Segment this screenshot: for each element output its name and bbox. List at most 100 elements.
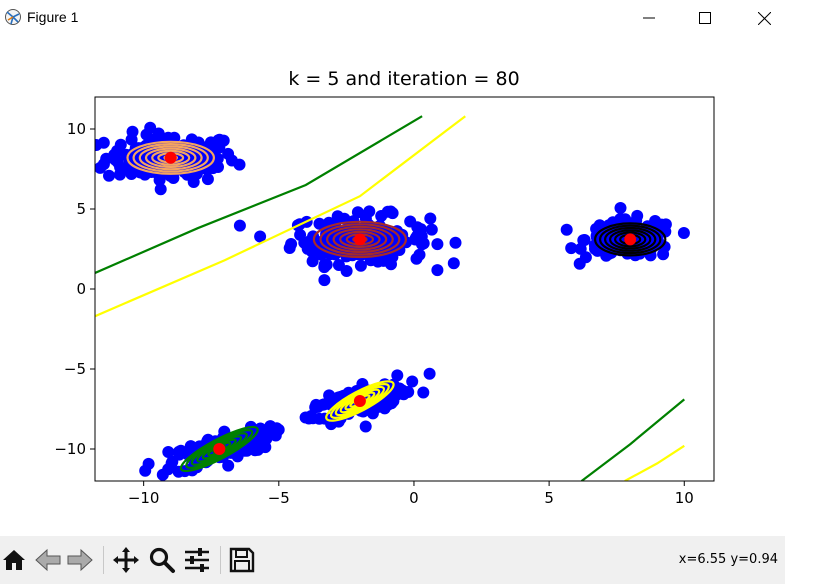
contour-line xyxy=(594,222,667,257)
data-point xyxy=(393,382,406,395)
data-point xyxy=(95,139,103,151)
data-point xyxy=(285,238,298,250)
data-point xyxy=(318,274,331,287)
cluster-contours xyxy=(126,140,216,175)
data-point xyxy=(320,258,333,271)
home-icon xyxy=(3,550,25,570)
data-point xyxy=(307,412,319,425)
data-point xyxy=(264,420,277,433)
data-point xyxy=(614,202,627,214)
contour-line xyxy=(312,220,407,259)
y-tick-label: 5 xyxy=(76,200,86,218)
pan-button[interactable] xyxy=(110,544,142,576)
zoom-button[interactable] xyxy=(146,544,178,576)
matplotlib-icon xyxy=(5,9,21,25)
boundary-line xyxy=(580,398,686,481)
contour-line xyxy=(334,385,386,417)
data-point xyxy=(354,259,367,272)
data-point xyxy=(222,459,235,472)
contour-line xyxy=(151,149,191,166)
forward-button[interactable] xyxy=(64,544,96,576)
data-point xyxy=(306,255,319,268)
x-tick-label: −5 xyxy=(268,489,290,507)
contour-line xyxy=(329,383,390,419)
toolbar-separator xyxy=(103,546,104,574)
minimize-icon xyxy=(643,17,655,19)
cluster-center xyxy=(213,443,226,455)
boundary-line xyxy=(624,444,685,481)
contour-line xyxy=(138,145,203,171)
minimize-button[interactable] xyxy=(620,0,678,36)
data-point xyxy=(573,257,586,270)
contour-line xyxy=(126,140,216,175)
data-point xyxy=(406,375,419,388)
data-point xyxy=(174,444,187,457)
window-title: Figure 1 xyxy=(27,9,79,25)
navigation-toolbar xyxy=(0,536,785,584)
save-icon xyxy=(229,547,255,573)
close-icon xyxy=(757,11,771,25)
back-icon xyxy=(35,548,61,572)
data-point xyxy=(225,154,238,167)
data-point xyxy=(340,265,353,277)
data-point xyxy=(410,252,423,265)
pan-icon xyxy=(113,547,139,573)
x-tick-label: −10 xyxy=(128,489,160,507)
data-point xyxy=(201,173,214,186)
contour-line xyxy=(604,226,657,252)
data-point xyxy=(425,223,438,236)
data-point xyxy=(449,236,462,249)
data-point xyxy=(363,205,376,218)
data-point xyxy=(677,227,690,239)
data-point xyxy=(142,457,155,470)
data-point xyxy=(431,264,444,277)
data-point xyxy=(417,386,430,399)
zoom-icon xyxy=(149,547,175,573)
forward-icon xyxy=(67,548,93,572)
contour-line xyxy=(326,225,394,254)
data-point xyxy=(126,125,139,138)
data-point xyxy=(313,217,326,230)
data-point xyxy=(118,162,131,175)
y-tick-label: 10 xyxy=(67,120,86,138)
y-tick-label: −5 xyxy=(64,360,86,378)
contour-line xyxy=(339,230,381,248)
data-point xyxy=(423,367,436,380)
data-point xyxy=(649,215,662,227)
close-button[interactable] xyxy=(735,0,793,36)
data-point xyxy=(95,161,107,174)
data-point xyxy=(574,242,587,255)
data-point xyxy=(119,148,132,161)
data-point xyxy=(156,468,169,481)
cluster-contours xyxy=(594,222,667,257)
maximize-button[interactable] xyxy=(676,0,734,36)
data-point xyxy=(140,128,153,141)
data-point xyxy=(103,169,115,182)
data-point xyxy=(162,446,175,458)
data-point xyxy=(154,183,167,196)
save-button[interactable] xyxy=(226,544,258,576)
chart-title: k = 5 and iteration = 80 xyxy=(288,68,519,90)
home-button[interactable] xyxy=(0,544,30,576)
data-point xyxy=(565,242,578,255)
configure-subplots-button[interactable] xyxy=(181,544,213,576)
data-point xyxy=(375,210,388,222)
data-point xyxy=(259,441,272,454)
data-point xyxy=(172,465,185,478)
cluster-center xyxy=(353,395,366,407)
cluster-center xyxy=(353,233,366,246)
cluster-center xyxy=(164,151,177,164)
data-point xyxy=(166,455,179,468)
figure-canvas[interactable]: k = 5 and iteration = 80 −10 −5 0 5 10 −10 −5 0… xyxy=(0,36,840,536)
back-button[interactable] xyxy=(32,544,64,576)
data-point xyxy=(213,134,226,146)
maximize-icon xyxy=(699,12,711,24)
data-point xyxy=(312,400,324,413)
data-point xyxy=(254,230,267,243)
contour-line xyxy=(609,229,652,250)
data-point xyxy=(331,210,344,223)
contour-line xyxy=(614,231,647,248)
y-tick-label: −10 xyxy=(54,440,86,458)
data-point xyxy=(560,223,573,236)
contour-line xyxy=(179,425,259,473)
